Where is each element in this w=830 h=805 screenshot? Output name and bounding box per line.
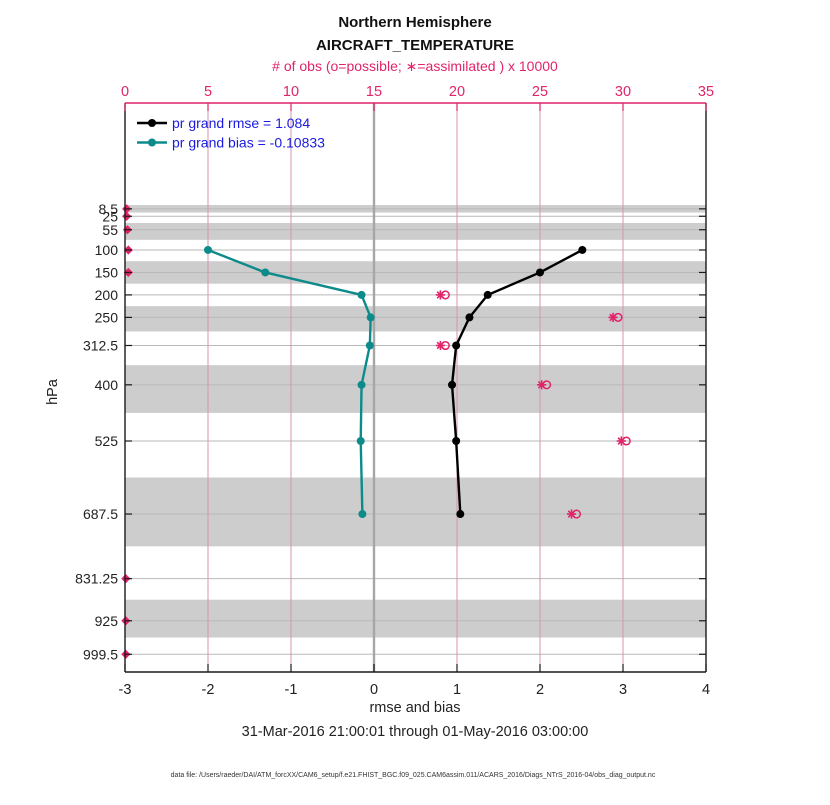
x-axis-tick-label: -1 bbox=[285, 682, 298, 698]
y-axis-tick-label: 150 bbox=[95, 264, 119, 280]
rmse-point bbox=[448, 380, 457, 389]
obs-marker-assimilated-asterisk bbox=[435, 290, 445, 300]
bias-point bbox=[366, 313, 375, 322]
data-file-footnote: data file: /Users/raeder/DAI/ATM_forcXX/… bbox=[171, 772, 656, 779]
y-axis-tick-label: 312.5 bbox=[83, 337, 118, 353]
bias-point bbox=[357, 380, 366, 389]
y-axis-tick-label: 400 bbox=[95, 377, 119, 393]
legend-rmse-label: pr grand rmse = 1.084 bbox=[172, 115, 310, 131]
y-axis-tick-label: 250 bbox=[95, 309, 119, 325]
obs-marker-assimilated-asterisk bbox=[566, 509, 577, 519]
y-axis-label: hPa bbox=[45, 378, 61, 405]
bias-point bbox=[365, 341, 374, 350]
y-axis-tick-label: 999.5 bbox=[83, 646, 118, 662]
obs-marker-assimilated-asterisk bbox=[608, 312, 618, 322]
obs-axis-tick-label: 25 bbox=[532, 84, 548, 100]
gray-band bbox=[125, 477, 706, 547]
y-axis-tick-label: 8.5 bbox=[99, 201, 119, 217]
obs-axis-tick-label: 20 bbox=[449, 84, 465, 100]
obs-axis-tick-label: 30 bbox=[615, 84, 631, 100]
rmse-point bbox=[452, 341, 461, 350]
obs-axis-tick-label: 10 bbox=[283, 84, 299, 100]
obs-marker-assimilated-asterisk bbox=[537, 380, 547, 390]
x-axis-tick-label: -2 bbox=[202, 682, 215, 698]
bias-point bbox=[356, 437, 365, 446]
x-axis-tick-label: -3 bbox=[119, 682, 132, 698]
y-axis-tick-label: 831.25 bbox=[75, 571, 118, 587]
legend: pr grand rmse = 1.084 pr grand bias = -0… bbox=[137, 115, 325, 151]
rmse-point bbox=[456, 510, 465, 519]
bias-point bbox=[204, 245, 212, 254]
bias-point bbox=[357, 290, 366, 299]
x-axis-tick-label: 4 bbox=[702, 682, 710, 698]
bias-point bbox=[261, 268, 270, 277]
plot-title-variable: AIRCRAFT_TEMPERATURE bbox=[316, 37, 514, 54]
rmse-point bbox=[483, 290, 492, 299]
gray-band bbox=[125, 599, 706, 638]
rmse-point bbox=[465, 313, 474, 322]
y-axis-tick-label: 525 bbox=[95, 433, 119, 449]
x-axis-tick-label: 0 bbox=[370, 682, 378, 698]
x-axis-label: rmse and bias bbox=[369, 700, 460, 716]
gray-band bbox=[125, 223, 706, 240]
x-axis-tick-label: 3 bbox=[619, 682, 627, 698]
x-axis-tick-label: 1 bbox=[453, 682, 461, 698]
y-axis-tick-label: 925 bbox=[95, 613, 119, 629]
bias-point bbox=[358, 510, 367, 519]
bias-line bbox=[207, 248, 372, 515]
obs-marker-assimilated-asterisk bbox=[435, 340, 445, 351]
obs-axis-tick-label: 15 bbox=[366, 84, 382, 100]
rmse-point bbox=[578, 245, 587, 254]
y-axis-tick-label: 55 bbox=[102, 222, 118, 238]
gray-band bbox=[125, 365, 706, 413]
y-axis-tick-label: 200 bbox=[95, 287, 119, 303]
obs-axis-label: # of obs (o=possible; ∗=assimilated ) x … bbox=[272, 58, 558, 74]
legend-bias-label: pr grand bias = -0.10833 bbox=[172, 135, 325, 151]
obs-axis-tick-label: 5 bbox=[204, 84, 212, 100]
obs-axis-tick-label: 35 bbox=[698, 84, 714, 100]
y-axis-tick-label: 25 bbox=[102, 208, 118, 224]
rmse-line bbox=[450, 248, 583, 515]
rmse-point bbox=[536, 268, 544, 277]
gray-band bbox=[125, 306, 706, 332]
plot-title-region: Northern Hemisphere bbox=[338, 14, 491, 31]
legend-rmse-marker-sample bbox=[148, 119, 156, 127]
obs-marker-assimilated-asterisk bbox=[616, 436, 626, 446]
legend-bias-marker-sample bbox=[148, 138, 156, 147]
x-axis-tick-label: 2 bbox=[536, 682, 544, 698]
y-axis-tick-label: 100 bbox=[95, 242, 119, 258]
date-range-subtitle: 31-Mar-2016 21:00:01 through 01-May-2016… bbox=[242, 724, 589, 740]
plot-area: 0 5 10 15 20 25 30 35-3 -2 -1 0 1 2 3 48.5255510015020… bbox=[75, 84, 714, 698]
rmse-point bbox=[452, 437, 461, 446]
obs-axis-tick-label: 0 bbox=[121, 84, 129, 100]
y-axis-tick-label: 687.5 bbox=[83, 506, 118, 522]
